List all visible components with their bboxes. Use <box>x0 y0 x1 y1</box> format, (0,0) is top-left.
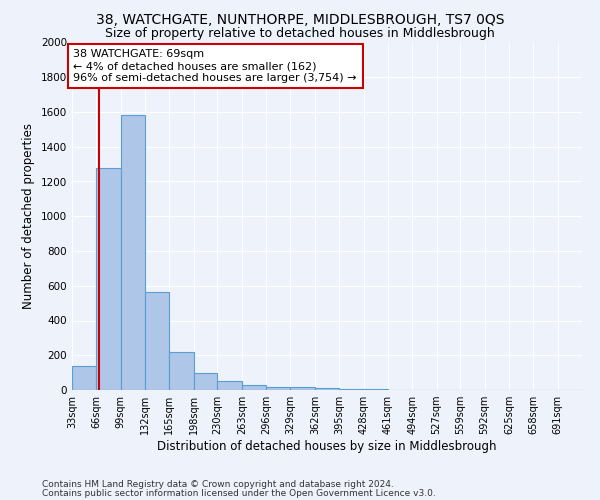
Bar <box>169 352 194 390</box>
Bar <box>217 382 242 390</box>
Y-axis label: Number of detached properties: Number of detached properties <box>22 123 35 309</box>
Bar <box>72 366 97 390</box>
Text: Contains HM Land Registry data © Crown copyright and database right 2024.: Contains HM Land Registry data © Crown c… <box>42 480 394 489</box>
Text: 38 WATCHGATE: 69sqm
← 4% of detached houses are smaller (162)
96% of semi-detach: 38 WATCHGATE: 69sqm ← 4% of detached hou… <box>73 50 357 82</box>
Text: Contains public sector information licensed under the Open Government Licence v3: Contains public sector information licen… <box>42 488 436 498</box>
Bar <box>339 389 364 390</box>
Bar <box>121 116 145 390</box>
Bar <box>315 388 339 390</box>
Bar <box>290 388 315 390</box>
X-axis label: Distribution of detached houses by size in Middlesbrough: Distribution of detached houses by size … <box>157 440 497 453</box>
Text: 38, WATCHGATE, NUNTHORPE, MIDDLESBROUGH, TS7 0QS: 38, WATCHGATE, NUNTHORPE, MIDDLESBROUGH,… <box>96 12 504 26</box>
Bar <box>145 292 169 390</box>
Text: Size of property relative to detached houses in Middlesbrough: Size of property relative to detached ho… <box>105 28 495 40</box>
Bar <box>194 374 217 390</box>
Bar <box>97 168 121 390</box>
Bar <box>242 385 266 390</box>
Bar <box>266 386 290 390</box>
